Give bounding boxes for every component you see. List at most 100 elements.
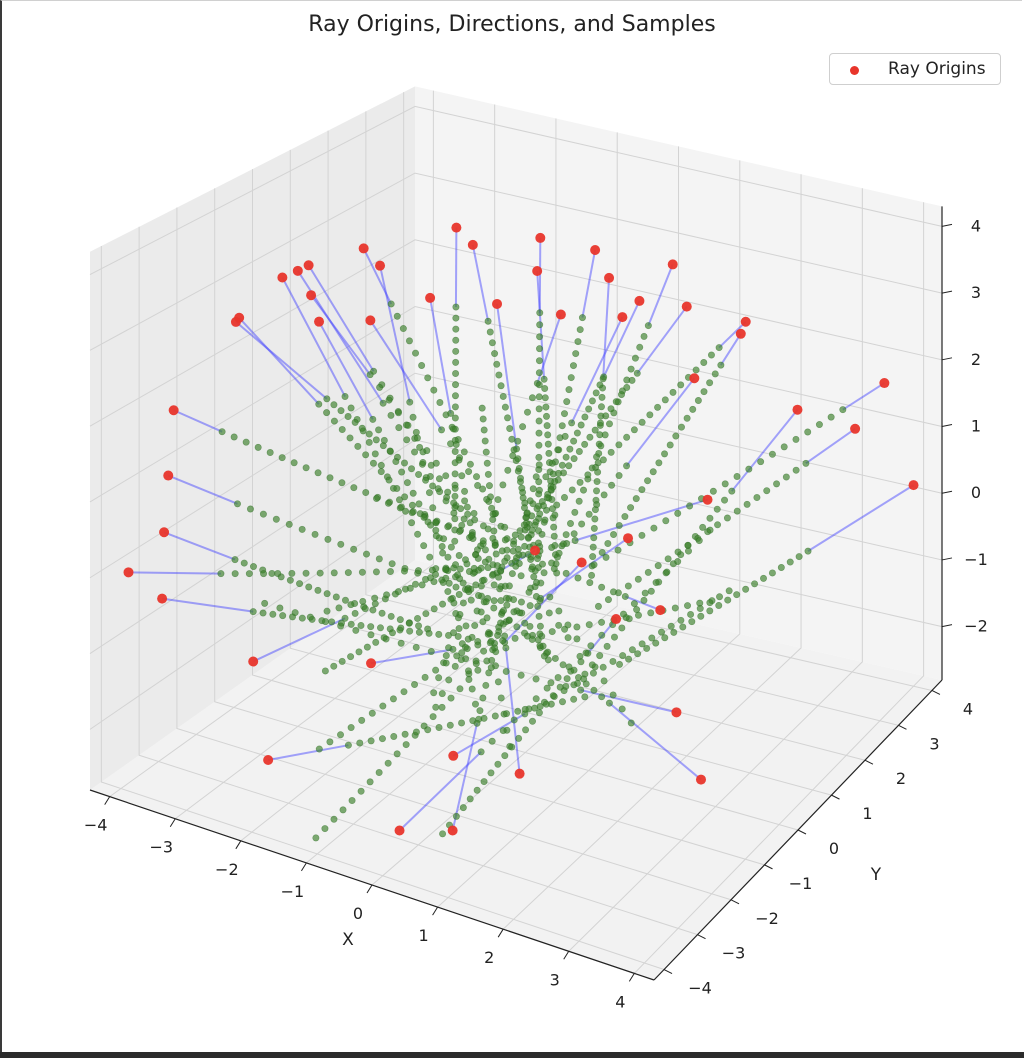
sample-point: [375, 426, 383, 434]
sample-point: [486, 639, 494, 647]
sample-point: [524, 408, 532, 416]
ray-direction-line: [471, 244, 490, 322]
sample-point: [548, 628, 556, 636]
sample-point: [436, 398, 444, 406]
sample-point: [615, 522, 623, 530]
sample-point: [286, 576, 294, 584]
sample-point: [478, 404, 486, 412]
sample-point: [689, 405, 697, 413]
sample-point: [254, 443, 262, 451]
ray-origin-point: [248, 656, 259, 667]
sample-point: [543, 494, 551, 502]
sample-point: [415, 500, 423, 508]
sample-point: [661, 450, 669, 458]
sample-point: [484, 525, 492, 533]
ray-origin-point: [604, 272, 615, 283]
z-tick-label: −2: [964, 617, 988, 636]
sample-point: [590, 686, 598, 694]
sample-point: [658, 628, 666, 636]
sample-point: [566, 520, 574, 528]
sample-point: [562, 453, 570, 461]
sample-point: [429, 504, 437, 512]
sample-point: [388, 629, 396, 637]
sample-point: [468, 685, 476, 693]
sample-point: [670, 628, 678, 636]
sample-point: [632, 495, 640, 503]
sample-point: [512, 554, 520, 562]
sample-point: [558, 422, 566, 430]
sample-point: [411, 681, 419, 689]
sample-point: [536, 309, 544, 317]
ray-direction-line: [451, 723, 478, 831]
sample-point: [539, 502, 547, 510]
sample-point: [515, 464, 523, 472]
sample-point: [377, 468, 385, 476]
sample-point: [559, 661, 567, 669]
sample-point: [420, 542, 428, 550]
sample-point: [435, 475, 443, 483]
sample-point: [607, 448, 615, 456]
sample-point: [373, 495, 381, 503]
sample-point: [359, 597, 367, 605]
sample-point: [312, 834, 320, 842]
sample-point: [576, 478, 584, 486]
sample-point: [397, 639, 405, 647]
sample-point: [548, 543, 556, 551]
sample-point: [447, 543, 455, 551]
sample-point: [378, 609, 386, 617]
sample-point: [404, 421, 412, 429]
sample-point: [485, 669, 493, 677]
sample-point: [242, 438, 250, 446]
sample-point: [491, 712, 499, 720]
sample-point: [490, 581, 498, 589]
sample-point: [533, 578, 541, 586]
sample-point: [502, 594, 510, 602]
y-tick-label: −3: [722, 944, 746, 963]
sample-point: [490, 597, 498, 605]
sample-point: [494, 760, 502, 768]
sample-point: [597, 403, 605, 411]
sample-point: [547, 679, 555, 687]
sample-point: [526, 497, 534, 505]
sample-point: [604, 596, 612, 604]
sample-point: [419, 458, 427, 466]
sample-point: [436, 488, 444, 496]
sample-point: [397, 624, 405, 632]
sample-point: [424, 726, 432, 734]
ray-origin-point: [448, 750, 459, 761]
sample-point: [511, 634, 519, 642]
y-gridline: [100, 246, 665, 971]
y-tick: [898, 724, 907, 730]
sample-point: [526, 602, 534, 610]
sample-point: [699, 523, 707, 531]
sample-point: [338, 657, 346, 665]
x-gridline: [568, 188, 863, 952]
sample-point: [499, 727, 507, 735]
sample-point: [324, 535, 332, 543]
sample-point: [452, 583, 460, 591]
sample-point: [415, 471, 423, 479]
ray-direction-line: [805, 427, 856, 465]
sample-point: [624, 582, 632, 590]
sample-point: [365, 438, 373, 446]
x-tick: [235, 840, 242, 850]
sample-point: [593, 478, 601, 486]
sample-point: [401, 493, 409, 501]
sample-point: [532, 675, 540, 683]
sample-point: [643, 644, 651, 652]
sample-point: [476, 707, 484, 715]
ray-origin-point: [792, 404, 803, 415]
sample-point: [427, 521, 435, 529]
sample-point: [589, 669, 597, 677]
sample-point: [463, 586, 471, 594]
sample-point: [432, 532, 440, 540]
sample-point: [412, 643, 420, 651]
sample-point: [474, 481, 482, 489]
x-tick-label: 0: [353, 904, 363, 923]
sample-point: [593, 501, 601, 509]
ray-direction-line: [496, 303, 518, 450]
x-tick-label: −2: [215, 860, 239, 879]
sample-point: [588, 571, 596, 579]
floor-pane: [90, 560, 942, 980]
y-tick: [931, 690, 941, 695]
